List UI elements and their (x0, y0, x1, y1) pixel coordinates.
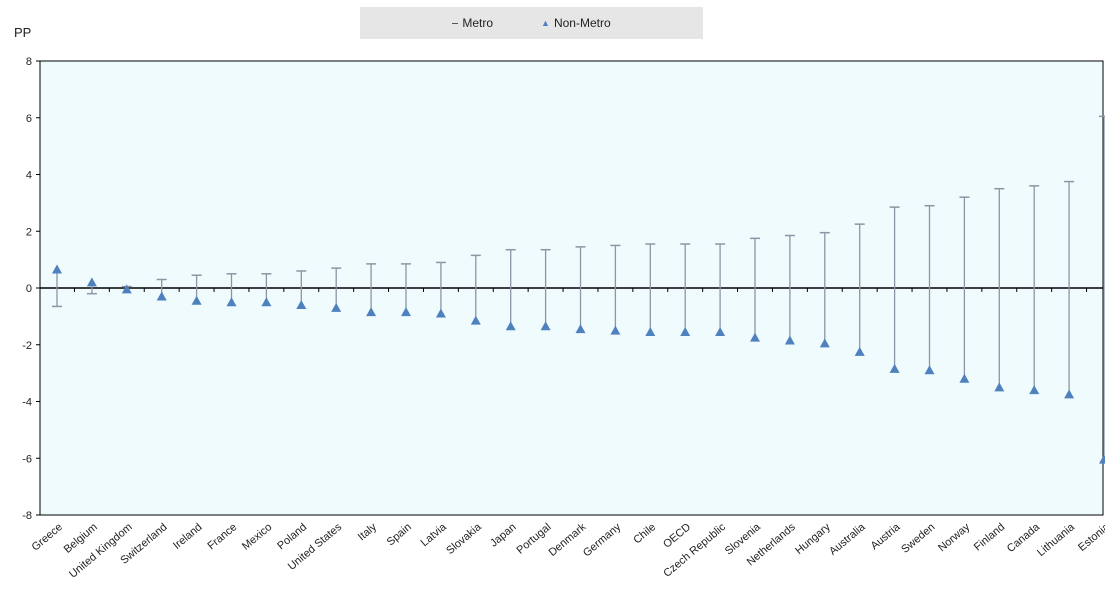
non-metro-point (156, 291, 167, 301)
y-tick-label: -4 (22, 397, 32, 409)
non-metro-point (366, 307, 377, 317)
non-metro-point (331, 302, 342, 312)
non-metro-point (540, 321, 551, 331)
y-axis-unit-label: PP (14, 25, 32, 40)
x-category-label: Latvia (419, 521, 450, 550)
x-category-label: Estonia (1076, 521, 1105, 554)
legend: Metro ▲ Non-Metro (360, 7, 703, 39)
non-metro-point (1099, 454, 1105, 464)
non-metro-point (505, 321, 516, 331)
non-metro-point (994, 382, 1005, 392)
y-tick-label: 6 (26, 113, 32, 125)
x-category-label: United Kingdom (67, 521, 135, 581)
non-metro-point (296, 300, 307, 310)
non-metro-point (1064, 389, 1075, 399)
y-tick-label: -2 (22, 340, 32, 352)
legend-label-metro: Metro (462, 16, 494, 30)
x-category-label: Hungary (793, 521, 833, 557)
non-metro-point (889, 363, 900, 373)
y-tick-label: 8 (26, 56, 32, 68)
x-category-label: Lithuania (1035, 521, 1078, 559)
x-category-label: Sweden (899, 521, 937, 556)
non-metro-point (819, 338, 830, 348)
non-metro-point (261, 297, 272, 307)
non-metro-point (750, 332, 760, 342)
y-tick-label: -8 (22, 510, 32, 522)
non-metro-point (435, 308, 446, 318)
non-metro-point (575, 324, 586, 334)
x-category-label: Norway (936, 521, 973, 554)
non-metro-point (121, 284, 132, 294)
x-category-label: Greece (30, 521, 65, 553)
non-metro-point (610, 325, 621, 335)
x-category-label: France (205, 521, 239, 552)
x-category-label: Japan (488, 521, 519, 549)
non-metro-point (226, 297, 237, 307)
legend-item-metro: Metro (452, 16, 493, 30)
non-metro-point (1029, 385, 1040, 395)
non-metro-point (645, 326, 656, 336)
x-category-label: Finland (972, 521, 1007, 553)
non-metro-point (924, 365, 935, 375)
non-metro-point (854, 346, 865, 356)
non-metro-point (784, 335, 795, 345)
x-category-label: Ireland (171, 521, 204, 552)
non-metro-point (680, 326, 691, 336)
x-category-label: Mexico (240, 521, 274, 553)
non-metro-point (470, 315, 481, 325)
x-category-label: Spain (385, 521, 414, 548)
x-category-label: Czech Republic (661, 521, 728, 580)
triangle-marker-icon: ▲ (541, 18, 550, 28)
non-metro-point (401, 307, 411, 317)
y-tick-label: 2 (26, 226, 32, 238)
non-metro-point (191, 295, 202, 305)
y-tick-label: 0 (26, 283, 32, 295)
non-metro-point (52, 264, 62, 274)
x-category-label: Chile (631, 521, 658, 546)
y-tick-label: 4 (26, 170, 32, 182)
non-metro-point (959, 373, 970, 383)
metro-marker-icon (452, 22, 459, 24)
x-category-label: Slovakia (444, 521, 484, 557)
non-metro-point (86, 277, 97, 287)
x-category-label: Italy (356, 521, 380, 543)
x-category-label: OECD (661, 521, 693, 551)
x-category-label: Austria (869, 521, 904, 553)
non-metro-point (715, 326, 726, 336)
legend-item-non-metro: ▲ Non-Metro (541, 16, 611, 30)
legend-label-non-metro: Non-Metro (553, 16, 611, 30)
y-tick-label: -6 (22, 453, 32, 465)
x-category-label: Germany (581, 521, 624, 560)
x-category-label: Australia (827, 521, 868, 558)
